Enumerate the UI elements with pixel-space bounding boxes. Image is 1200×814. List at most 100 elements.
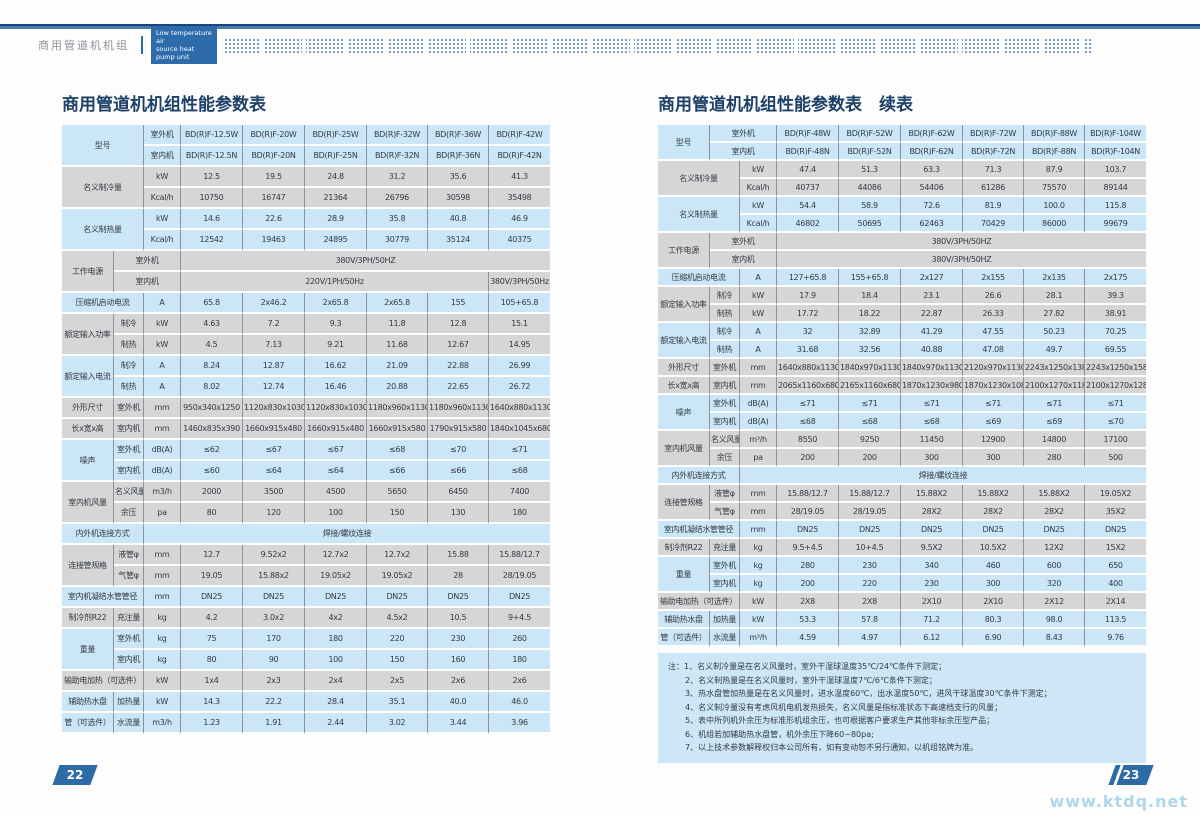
table-cell: 17.72 <box>777 305 840 323</box>
table-cell: 89144 <box>1085 179 1147 197</box>
table-cell: 额定输入功率 <box>62 314 114 356</box>
product-tag-line2: source heat pump unit <box>156 45 195 61</box>
table-cell: 32 <box>777 323 840 341</box>
table-row: 噪声 室外机 dB(A) ≤62 ≤67 ≤67 ≤68 ≤70 ≤71 <box>62 440 550 482</box>
table-cell: 名义制冷量 <box>658 161 740 197</box>
table-cell: 100 <box>305 503 367 524</box>
table-cell: 室外机 <box>114 251 181 272</box>
table-cell: 105+65.8 <box>489 293 550 314</box>
table-cell: BD(R)F-20W <box>243 125 305 146</box>
table-cell: ≤71 <box>839 395 902 413</box>
left-table-mount: 型号 室外机 BD(R)F-12.5W BD(R)F-20W BD(R)F-25W BD(… <box>62 125 550 734</box>
table-cell: DN25 <box>305 587 367 608</box>
table-row: 连接管规格 液管φ mm 12.7 9.52x2 12.7x2 12.7x2 15.88 15.… <box>62 545 550 587</box>
note-line: 注：1、名义制冷量是在名义风量时，室外干湿球温度35℃/24℃条件下测定； <box>668 660 1136 674</box>
table-cell: 8.43 <box>1024 629 1086 647</box>
table-cell: 1840x970x1130 <box>901 359 964 377</box>
table-cell: 4.63 <box>181 314 243 335</box>
table-cell: 室内机凝结水管管径 <box>658 521 740 539</box>
table-cell: 4.59 <box>777 629 840 647</box>
table-cell: 工作电源 <box>658 233 710 269</box>
table-cell: 280 <box>1024 449 1086 467</box>
table-cell: 80 <box>181 650 243 671</box>
table-cell: 12.5 <box>181 167 243 188</box>
table-cell: 39.3 <box>1085 287 1147 305</box>
table-cell: pa <box>144 503 181 524</box>
table-cell: 管（可选件） <box>658 629 710 647</box>
table-cell: mm <box>740 359 778 377</box>
right-table-mount: 型号 室外机 BD(R)F-48W BD(R)F-52W BD(R)F-62W BD(R)… <box>658 125 1147 647</box>
table-cell: 200 <box>777 575 840 593</box>
table-cell: 220 <box>367 629 428 650</box>
table-cell: 47.55 <box>963 323 1025 341</box>
note-text: 4、名义制冷量没有考虑风机电机发热损失，名义风量是指标准状态下高速档支行的风量； <box>685 702 1003 712</box>
table-cell: kW <box>144 314 181 335</box>
table-cell: 6.12 <box>901 629 964 647</box>
table-cell: 9.21 <box>305 335 367 356</box>
table-row: 名义制冷量 kW 47.4 51.3 63.3 71.3 87.9 103.7 <box>658 161 1147 197</box>
table-cell: 9.5+4.5 <box>777 539 840 557</box>
table-cell: 22.65 <box>428 377 489 398</box>
table-row: 制热 kW 4.5 7.13 9.21 11.68 12.67 14.95 <box>62 335 550 356</box>
table-cell: 2x175 <box>1085 269 1147 287</box>
table-row: 长x宽x高 室内机 mm 2065x1160x680 2165x1160x680 1870… <box>658 377 1147 395</box>
table-cell: 2x65.8 <box>367 293 428 314</box>
note-line: 5、表中所列机外余压为标准形机组余压，也可根据客户要求生产其他非标余压型产品； <box>668 714 1136 728</box>
table-cell: 35.6 <box>428 167 489 188</box>
table-cell: 300 <box>901 449 964 467</box>
table-cell: BD(R)F-36W <box>428 125 489 146</box>
table-row: Kcal/h 40737 44086 54406 61286 75570 89144 <box>658 179 1147 197</box>
table-cell: 26796 <box>367 188 428 209</box>
table-cell: 15.88x2 <box>243 566 305 587</box>
table-cell: 外形尺寸 <box>62 398 114 419</box>
table-cell: 87.9 <box>1024 161 1086 179</box>
table-cell: dB(A) <box>144 440 181 461</box>
table-cell: BD(R)F-52W <box>839 125 902 143</box>
table-cell: 650 <box>1085 557 1147 575</box>
table-cell: ≤70 <box>1085 413 1147 431</box>
table-cell: BD(R)F-104N <box>1085 143 1147 161</box>
left-table-section: 商用管道机机组性能参数表 型号 室外机 BD(R)F-12.5W BD(R)F-20W… <box>62 90 550 734</box>
table-cell: 输助电加热（可选件） <box>62 671 144 692</box>
table-cell: 室内机 <box>114 650 144 671</box>
table-cell: kW <box>740 593 778 611</box>
table-cell: 49.7 <box>1024 341 1086 359</box>
table-cell: 1660x915x580 <box>367 419 428 440</box>
table-cell: 26.99 <box>489 356 550 377</box>
table-cell: 2x3 <box>243 671 305 692</box>
table-cell: 260 <box>489 629 550 650</box>
table-row: 室内机 dB(A) ≤60 ≤64 ≤64 ≤66 ≤66 ≤68 <box>62 461 550 482</box>
table-cell: 室内机 <box>710 413 740 431</box>
table-cell: 15.88X2 <box>1024 485 1086 503</box>
table-cell: 32.56 <box>839 341 902 359</box>
table-cell: DN25 <box>243 587 305 608</box>
note-text: 3、热水盘管加热量是在名义风量时，进水温度60℃，出水温度50℃，进风干球温度3… <box>685 689 1052 698</box>
table-cell: 工作电源 <box>62 251 114 293</box>
table-cell: mm <box>144 566 181 587</box>
table-cell: 液管φ <box>114 545 144 566</box>
table-cell: 86000 <box>1024 215 1086 233</box>
note-text: 1、名义制冷量是在名义风量时，室外干湿球温度35℃/24℃条件下测定； <box>684 662 947 671</box>
table-cell: BD(R)F-52N <box>839 143 902 161</box>
table-cell: 制冷 <box>710 323 740 341</box>
watermark: www.ktdq.net <box>1049 792 1188 811</box>
table-cell: 名义制热量 <box>658 197 740 233</box>
product-tag: Low temperature air source heat pump uni… <box>151 26 217 64</box>
table-cell: 72.6 <box>901 197 964 215</box>
table-cell: 65.8 <box>181 293 243 314</box>
table-cell: 460 <box>963 557 1025 575</box>
table-cell: 辅助热水盘 <box>62 692 114 713</box>
table-cell: 63.3 <box>901 161 964 179</box>
table-cell: 制热 <box>710 305 740 323</box>
table-row: 室内机 kg 200 220 230 300 320 400 <box>658 575 1147 593</box>
table-row: 辅助热水盘 加热量 kW 14.3 22.2 28.4 35.1 40.0 46.0 <box>62 692 550 713</box>
table-cell: 9.5X2 <box>901 539 964 557</box>
table-cell: ≤71 <box>777 395 840 413</box>
table-cell: 31.2 <box>367 167 428 188</box>
table-cell: mm <box>144 398 181 419</box>
table-cell: 16.62 <box>305 356 367 377</box>
table-row: 内外机连接方式 焊接/螺纹连接 <box>62 524 550 545</box>
table-row: 名义制热量 kW 54.4 58.9 72.6 81.9 100.0 115.8 <box>658 197 1147 233</box>
table-cell: 4.5 <box>181 335 243 356</box>
table-cell: ≤66 <box>428 461 489 482</box>
